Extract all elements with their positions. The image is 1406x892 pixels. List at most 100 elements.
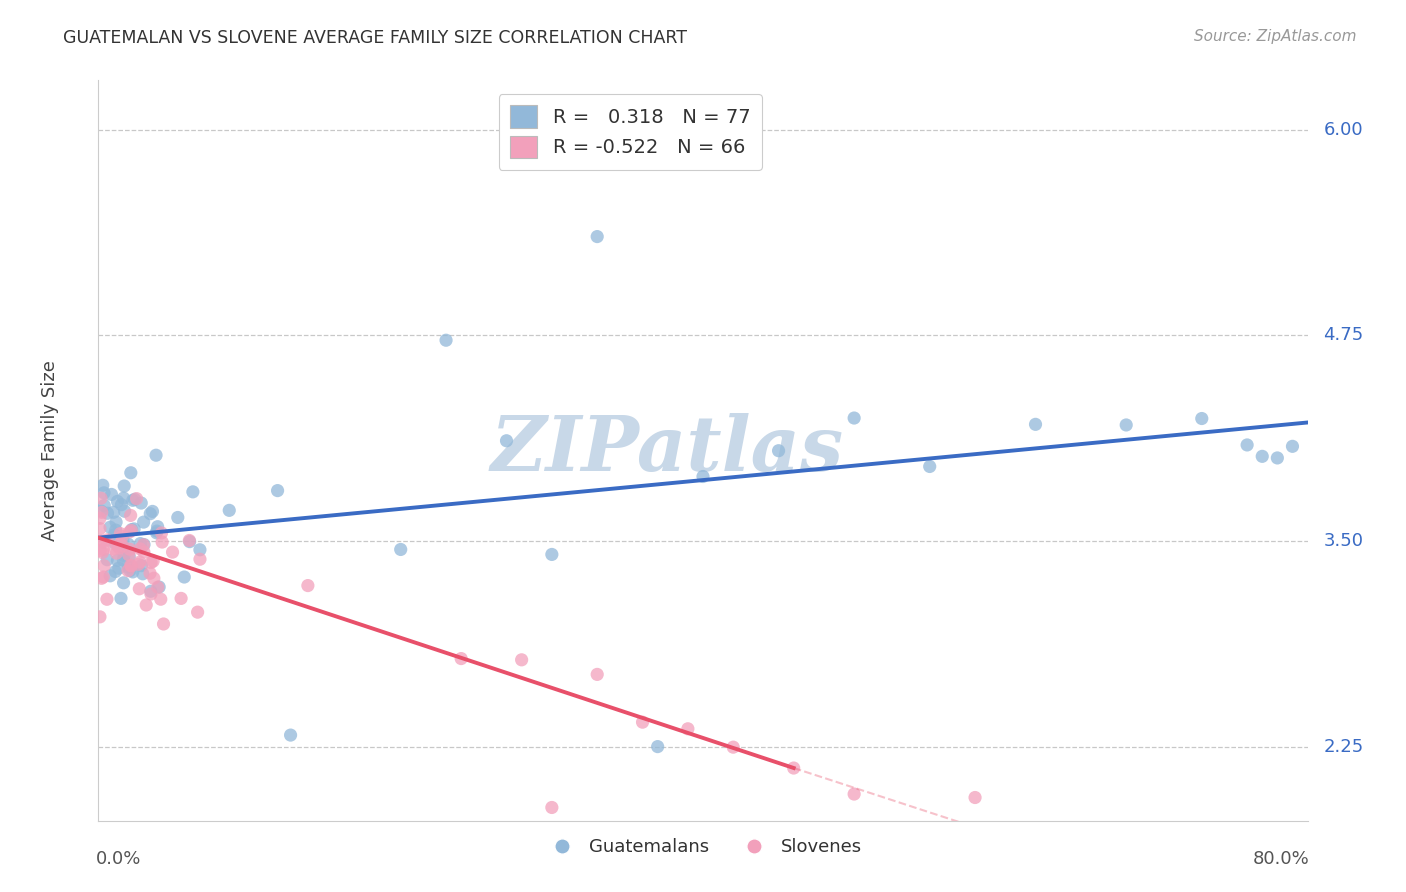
Point — [768, 443, 790, 458]
Text: 0.0%: 0.0% — [96, 850, 142, 868]
Point — [692, 469, 714, 483]
Point — [93, 534, 115, 549]
Point — [676, 722, 699, 736]
Point — [139, 584, 162, 599]
Point — [631, 715, 654, 730]
Point — [90, 505, 112, 519]
Point — [96, 592, 118, 607]
Point — [132, 537, 155, 551]
Point — [280, 728, 302, 742]
Point — [110, 498, 132, 512]
Point — [111, 541, 134, 555]
Point — [142, 554, 165, 568]
Point — [128, 582, 150, 596]
Point — [170, 591, 193, 606]
Point — [139, 587, 162, 601]
Point — [96, 506, 118, 520]
Point — [188, 542, 211, 557]
Point — [104, 565, 127, 579]
Point — [98, 520, 121, 534]
Point — [93, 570, 115, 584]
Point — [100, 487, 122, 501]
Point — [173, 570, 195, 584]
Point — [389, 542, 412, 557]
Point — [118, 542, 141, 557]
Point — [112, 553, 135, 567]
Point — [139, 566, 162, 581]
Point — [93, 499, 115, 513]
Legend: Guatemalans, Slovenes: Guatemalans, Slovenes — [537, 831, 869, 863]
Point — [540, 800, 562, 814]
Point — [121, 565, 143, 579]
Point — [98, 569, 121, 583]
Point — [89, 511, 111, 525]
Point — [105, 546, 128, 560]
Point — [135, 598, 157, 612]
Point — [110, 526, 132, 541]
Point — [91, 478, 114, 492]
Point — [150, 535, 173, 549]
Point — [103, 528, 125, 542]
Point — [89, 543, 111, 558]
Point — [107, 494, 129, 508]
Point — [96, 552, 118, 566]
Point — [112, 491, 135, 505]
Text: 4.75: 4.75 — [1323, 326, 1364, 344]
Point — [114, 504, 136, 518]
Point — [145, 448, 167, 462]
Point — [162, 545, 184, 559]
Point — [1251, 450, 1274, 464]
Point — [103, 541, 125, 556]
Point — [90, 571, 112, 585]
Point — [434, 333, 457, 347]
Point — [104, 536, 127, 550]
Point — [965, 790, 987, 805]
Point — [108, 537, 131, 551]
Point — [181, 484, 204, 499]
Point — [179, 533, 201, 548]
Point — [120, 558, 142, 573]
Point — [179, 534, 201, 549]
Point — [120, 559, 142, 574]
Point — [647, 739, 669, 754]
Point — [149, 592, 172, 607]
Point — [218, 503, 240, 517]
Point — [129, 496, 152, 510]
Point — [1191, 411, 1213, 425]
Point — [132, 545, 155, 559]
Point — [1267, 847, 1289, 861]
Point — [117, 564, 139, 578]
Point — [104, 523, 127, 537]
Point — [122, 522, 145, 536]
Point — [108, 541, 131, 555]
Point — [131, 558, 153, 573]
Point — [121, 523, 143, 537]
Point — [166, 510, 188, 524]
Point — [1267, 450, 1289, 465]
Point — [450, 651, 472, 665]
Point — [117, 537, 139, 551]
Point — [117, 560, 139, 574]
Point — [139, 556, 162, 570]
Point — [141, 504, 163, 518]
Point — [91, 546, 114, 560]
Point — [120, 466, 142, 480]
Point — [120, 508, 142, 523]
Point — [93, 558, 115, 573]
Point — [121, 493, 143, 508]
Point — [90, 534, 112, 549]
Point — [1115, 417, 1137, 432]
Point — [148, 580, 170, 594]
Point — [188, 552, 211, 566]
Point — [146, 524, 169, 538]
Point — [187, 605, 209, 619]
Point — [127, 558, 149, 572]
Text: 80.0%: 80.0% — [1253, 850, 1310, 868]
Point — [118, 549, 141, 564]
Point — [110, 591, 132, 606]
Point — [146, 519, 169, 533]
Point — [112, 575, 135, 590]
Text: ZIPatlas: ZIPatlas — [491, 414, 844, 487]
Point — [266, 483, 288, 498]
Point — [107, 539, 129, 553]
